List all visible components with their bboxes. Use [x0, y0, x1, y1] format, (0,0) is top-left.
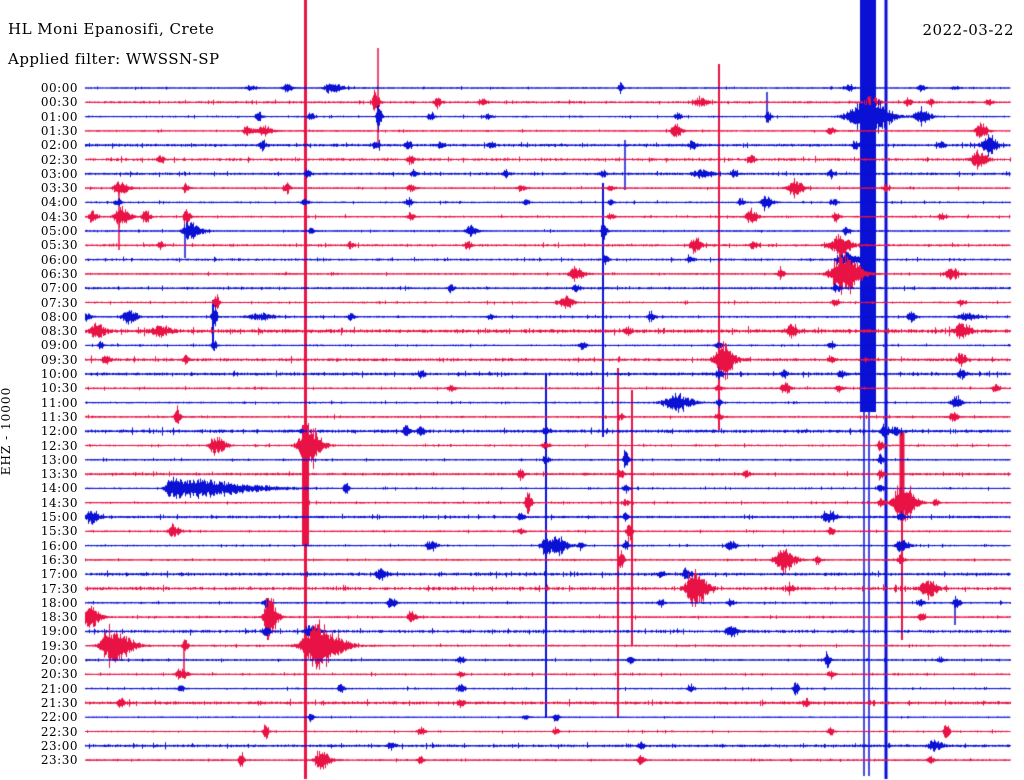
time-label: 22:00 [40, 710, 78, 725]
time-label: 21:30 [40, 695, 78, 710]
time-label: 20:00 [40, 653, 78, 667]
time-label: 16:00 [40, 538, 78, 553]
time-label: 23:30 [40, 753, 78, 768]
time-label: 01:00 [40, 109, 78, 124]
time-label: 17:00 [40, 567, 78, 582]
time-label: 21:00 [40, 681, 78, 696]
time-label: 03:30 [40, 181, 78, 196]
time-label: 11:30 [40, 409, 78, 424]
time-label: 08:30 [40, 324, 78, 339]
time-label: 06:30 [40, 266, 78, 281]
time-label: 05:30 [40, 238, 78, 253]
time-label: 20:30 [40, 667, 78, 682]
time-label: 04:00 [40, 195, 78, 210]
time-label: 00:00 [40, 81, 78, 95]
time-label: 00:30 [40, 95, 78, 110]
time-label: 07:00 [40, 281, 78, 296]
time-label: 18:00 [40, 595, 78, 610]
time-label: 02:30 [40, 152, 78, 167]
time-label: 17:30 [40, 581, 78, 596]
time-label: 05:00 [40, 224, 78, 238]
time-label: 09:30 [40, 352, 78, 367]
time-label: 06:00 [40, 252, 78, 267]
time-label: 08:00 [40, 309, 78, 324]
time-label: 13:00 [40, 452, 78, 467]
time-label: 16:30 [40, 552, 78, 567]
time-label: 12:30 [40, 438, 78, 453]
time-label: 09:00 [40, 338, 78, 353]
time-label: 14:30 [40, 495, 78, 510]
station-title: HL Moni Epanosifi, Crete [8, 20, 215, 38]
time-label: 15:00 [40, 510, 78, 524]
time-label: 22:30 [40, 724, 78, 739]
time-label: 14:00 [40, 481, 78, 496]
time-label: 18:30 [40, 610, 78, 625]
time-label: 10:30 [40, 381, 78, 396]
time-label: 19:30 [40, 638, 78, 653]
time-label: 15:30 [40, 524, 78, 539]
time-label: 02:00 [40, 138, 78, 153]
time-label: 11:00 [40, 395, 78, 410]
time-label: 13:30 [40, 467, 78, 482]
time-label: 03:00 [40, 166, 78, 181]
filter-label: Applied filter: WWSSN-SP [8, 50, 220, 68]
time-label: 01:30 [40, 123, 78, 138]
time-label: 12:00 [40, 424, 78, 439]
date-label: 2022-03-22 [922, 21, 1014, 39]
time-label: 10:00 [40, 367, 78, 381]
time-label: 04:30 [40, 209, 78, 224]
time-label: 23:00 [40, 738, 78, 753]
time-label: 19:00 [40, 624, 78, 639]
time-label: 07:30 [40, 295, 78, 310]
